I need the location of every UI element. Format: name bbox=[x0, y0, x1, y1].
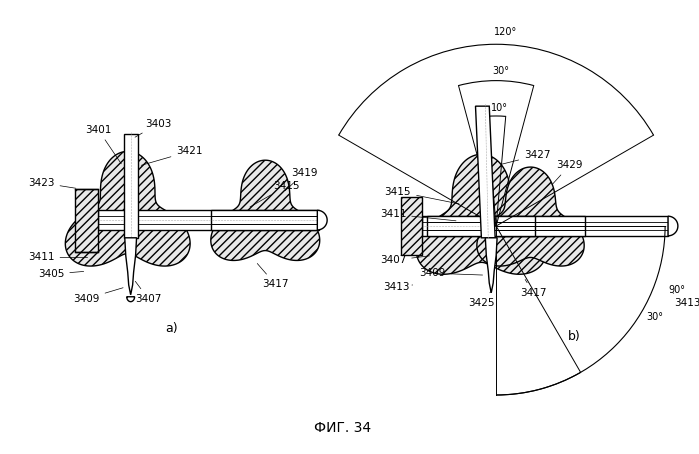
Polygon shape bbox=[485, 238, 497, 293]
Polygon shape bbox=[65, 151, 190, 266]
Text: 3417: 3417 bbox=[257, 263, 288, 289]
Text: 3407: 3407 bbox=[380, 256, 429, 266]
Polygon shape bbox=[477, 167, 584, 266]
Polygon shape bbox=[475, 106, 495, 238]
Polygon shape bbox=[211, 160, 319, 261]
Text: 3413: 3413 bbox=[673, 293, 699, 308]
Polygon shape bbox=[211, 210, 319, 230]
Text: 3415: 3415 bbox=[250, 181, 300, 207]
Polygon shape bbox=[427, 216, 535, 236]
Text: 3407: 3407 bbox=[135, 281, 161, 304]
Text: 3405: 3405 bbox=[38, 269, 84, 279]
Text: 3411: 3411 bbox=[28, 252, 87, 262]
Text: a): a) bbox=[166, 322, 178, 335]
Text: 3419: 3419 bbox=[285, 168, 318, 191]
Text: 3413: 3413 bbox=[382, 282, 412, 292]
Text: 3409: 3409 bbox=[419, 268, 482, 278]
Polygon shape bbox=[422, 216, 668, 236]
Text: 3415: 3415 bbox=[384, 187, 459, 204]
Text: 90°: 90° bbox=[668, 285, 686, 295]
Text: 3423: 3423 bbox=[28, 178, 76, 188]
Text: 30°: 30° bbox=[493, 66, 510, 76]
Polygon shape bbox=[317, 210, 327, 230]
Polygon shape bbox=[127, 297, 135, 301]
Text: 30°: 30° bbox=[646, 312, 663, 322]
Text: ФИГ. 34: ФИГ. 34 bbox=[315, 421, 371, 435]
Text: 3417: 3417 bbox=[520, 280, 547, 298]
Text: 10°: 10° bbox=[491, 103, 507, 113]
Text: 3403: 3403 bbox=[135, 119, 171, 137]
Text: 3401: 3401 bbox=[85, 125, 121, 164]
Text: 3411: 3411 bbox=[380, 209, 456, 221]
Text: b): b) bbox=[568, 330, 581, 343]
Polygon shape bbox=[482, 216, 584, 236]
Polygon shape bbox=[99, 210, 317, 230]
Text: 3427: 3427 bbox=[500, 150, 551, 164]
Text: 3425: 3425 bbox=[468, 291, 495, 308]
Polygon shape bbox=[75, 189, 99, 252]
Text: 3429: 3429 bbox=[552, 160, 583, 185]
Text: 120°: 120° bbox=[494, 28, 517, 38]
Polygon shape bbox=[124, 238, 136, 295]
Text: 3421: 3421 bbox=[141, 146, 203, 165]
Text: 3409: 3409 bbox=[73, 288, 123, 304]
Polygon shape bbox=[401, 197, 422, 256]
Polygon shape bbox=[124, 133, 138, 238]
Polygon shape bbox=[416, 154, 547, 274]
Polygon shape bbox=[668, 216, 678, 236]
